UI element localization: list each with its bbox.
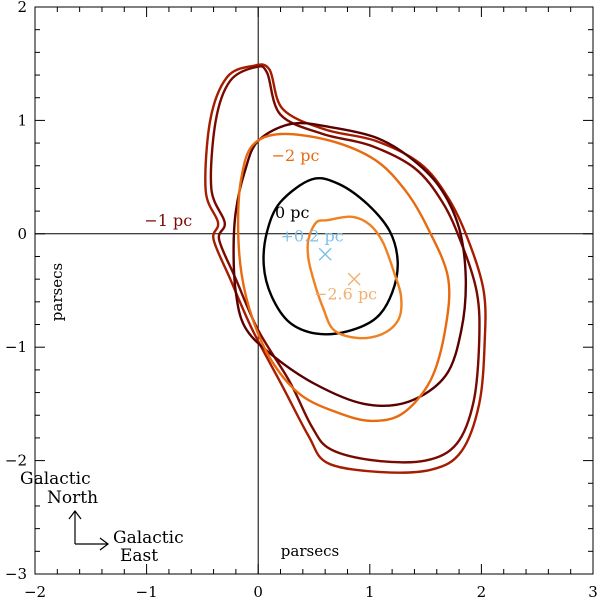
contour-labels: −1 pc −2 pc 0 pc +0.2 pc −2.6 pc bbox=[144, 146, 377, 303]
y-tick-label: 2 bbox=[17, 0, 27, 16]
contour-minus2 bbox=[236, 132, 451, 423]
compass-north-label-line1: Galactic bbox=[20, 469, 91, 489]
contour-label: −2.6 pc bbox=[314, 285, 377, 304]
east-arrow-head bbox=[99, 537, 109, 551]
compass-east-label-line2: East bbox=[120, 546, 158, 566]
axis-ticks bbox=[34, 6, 594, 575]
contour-label: −2 pc bbox=[272, 146, 320, 165]
contour-label: −1 pc bbox=[144, 211, 192, 230]
contour-zero bbox=[262, 177, 399, 336]
x-axis-label: parsecs bbox=[281, 542, 339, 560]
y-tick-label: −1 bbox=[5, 338, 27, 356]
contour-minus1 bbox=[232, 121, 468, 407]
contour-outer-a bbox=[204, 63, 487, 474]
contour-label: 0 pc bbox=[275, 203, 310, 222]
center-markers bbox=[318, 247, 361, 286]
y-axis-label: parsecs bbox=[48, 263, 66, 321]
center-marker bbox=[347, 272, 361, 286]
y-tick-label: −3 bbox=[5, 565, 27, 583]
contour-label: +0.2 pc bbox=[281, 227, 344, 246]
center-marker bbox=[318, 247, 332, 261]
x-tick-label: −2 bbox=[24, 583, 46, 601]
galactic-compass: Galactic North Galactic East bbox=[20, 469, 184, 566]
contour-curves bbox=[204, 63, 487, 474]
x-tick-label: 3 bbox=[588, 583, 598, 601]
y-tick-label: 1 bbox=[17, 111, 27, 129]
compass-north-label-line2: North bbox=[47, 488, 98, 508]
x-tick-label: 1 bbox=[365, 583, 375, 601]
x-tick-label: 2 bbox=[477, 583, 487, 601]
compass-east-label-line1: Galactic bbox=[113, 528, 184, 548]
y-tick-label: −2 bbox=[5, 452, 27, 470]
north-arrow-head bbox=[68, 510, 82, 520]
contour-inner bbox=[306, 215, 403, 340]
y-tick-label: 0 bbox=[17, 225, 27, 243]
plot-frame bbox=[34, 6, 594, 575]
reference-lines bbox=[35, 7, 593, 574]
x-tick-label: 0 bbox=[253, 583, 263, 601]
contour-outer-b bbox=[209, 65, 481, 464]
x-tick-label: −1 bbox=[136, 583, 158, 601]
